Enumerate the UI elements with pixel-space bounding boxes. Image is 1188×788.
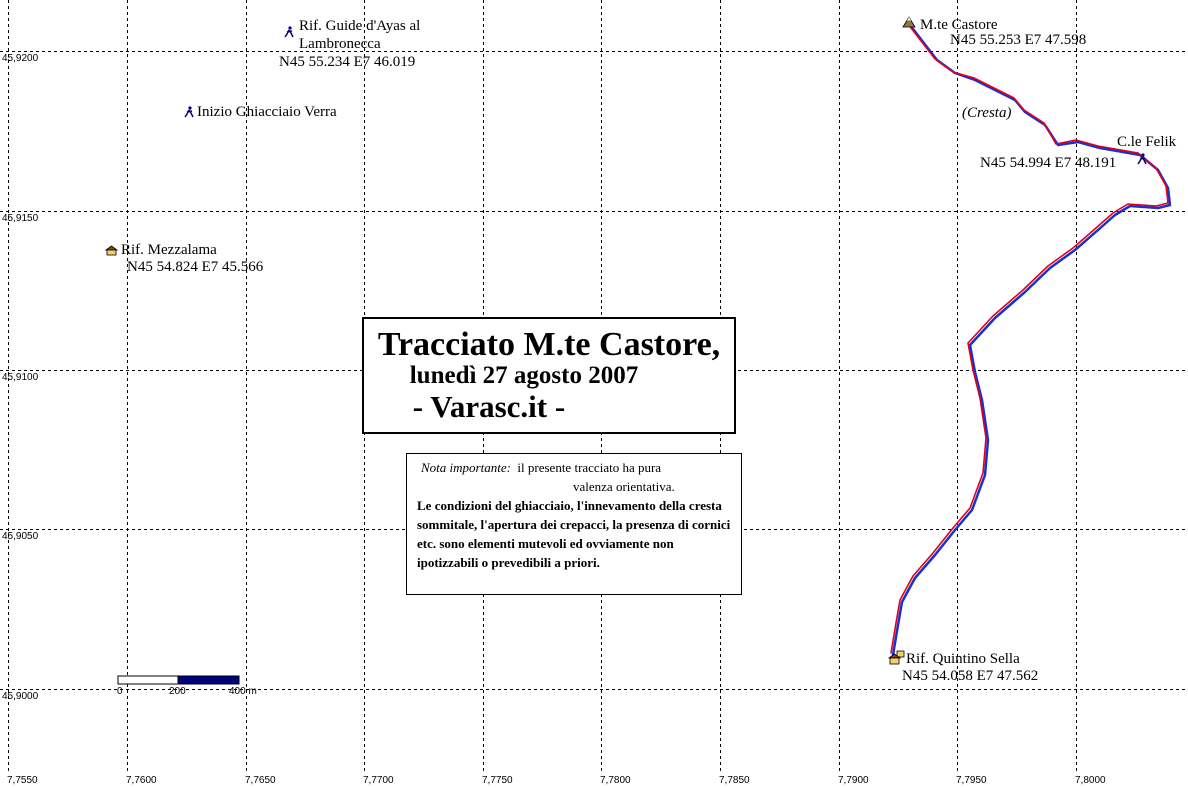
waypoint-name: C.le Felik [1117, 134, 1177, 150]
y-tick-label: 45,9150 [2, 213, 39, 224]
annotation-label: (Cresta) [962, 105, 1012, 121]
x-tick-label: 7,7900 [838, 775, 869, 786]
x-tick-label: 7,7950 [956, 775, 987, 786]
x-tick-label: 7,7850 [719, 775, 750, 786]
waypoint-coords: N45 54.824 E7 45.566 [127, 259, 264, 275]
scale-label: 200 [169, 686, 186, 697]
x-tick-label: 7,7800 [600, 775, 631, 786]
y-tick-label: 45,9050 [2, 531, 39, 542]
y-tick-label: 45,9100 [2, 372, 39, 383]
x-tick-label: 7,7700 [363, 775, 394, 786]
x-tick-label: 7,7600 [126, 775, 157, 786]
track-shadow [891, 23, 1172, 657]
y-tick-label: 45,9000 [2, 691, 39, 702]
note-body: Le condizioni del ghiacciaio, l'innevame… [417, 498, 731, 570]
waypoint-name: M.te Castore [920, 17, 998, 33]
x-tick-label: 7,7550 [7, 775, 38, 786]
gps-track [890, 23, 1172, 657]
waypoint-name: Lambronecca [299, 36, 381, 52]
climber-icon [284, 26, 294, 38]
summit-icon [902, 16, 916, 28]
note-line-1: il presente tracciato ha pura [517, 460, 662, 475]
waypoint-name: Rif. Guide d'Ayas al [299, 18, 421, 34]
note-box: Nota importante: il presente tracciato h… [406, 453, 742, 595]
waypoint-name: Rif. Mezzalama [121, 242, 217, 258]
x-tick-label: 7,7650 [245, 775, 276, 786]
waypoint-coords: N45 55.234 E7 46.019 [279, 54, 416, 70]
waypoint-coords: N45 54.994 E7 48.191 [980, 155, 1117, 171]
scale-bar [117, 675, 240, 685]
waypoint-name: Inizio Ghiacciaio Verra [197, 104, 337, 120]
title-line-3: - Varasc.it - [412, 389, 566, 424]
x-tick-label: 7,8000 [1075, 775, 1106, 786]
title-line-1: Tracciato M.te Castore, [377, 326, 721, 363]
climber-icon [184, 106, 194, 118]
hut-icon [888, 650, 905, 665]
note-label: Nota importante: [421, 460, 511, 475]
waypoint-name: Rif. Quintino Sella [906, 651, 1020, 667]
scale-label: 400 m [229, 686, 257, 697]
y-tick-label: 45,9200 [2, 53, 39, 64]
waypoint-coords: N45 55.253 E7 47.598 [950, 32, 1087, 48]
note-line-2: valenza orientativa. [573, 479, 675, 494]
climber-icon [1137, 153, 1147, 165]
title-line-2: lunedì 27 agosto 2007 [409, 362, 639, 389]
track-main [890, 23, 1169, 654]
scale-label: 0 [117, 686, 123, 697]
x-tick-label: 7,7750 [482, 775, 513, 786]
hut-icon [105, 245, 118, 256]
waypoint-coords: N45 54.058 E7 47.562 [902, 668, 1039, 684]
title-box: Tracciato M.te Castore, lunedì 27 agosto… [362, 317, 736, 434]
